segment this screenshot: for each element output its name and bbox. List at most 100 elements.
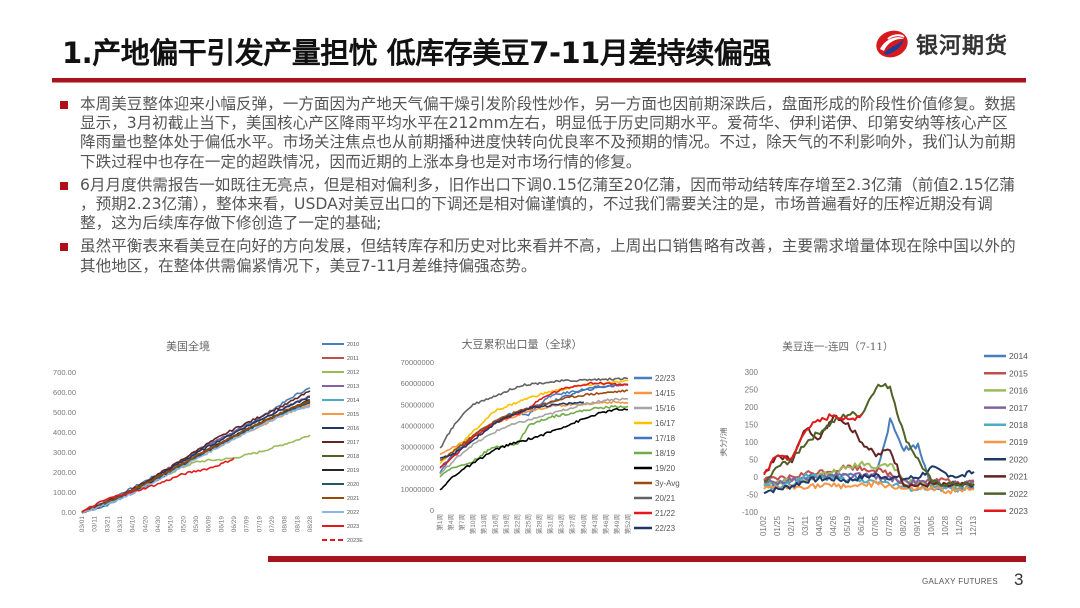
x-tick-label: 07/05 [871, 515, 880, 536]
series-line [439, 397, 629, 475]
chart-title: 美国全境 [166, 339, 210, 353]
series-line [439, 407, 629, 491]
bullet-item: 本周美豆整体迎来小幅反弹，一方面因为产地天气偏干燥引发阶段性炒作，另一方面也因前… [58, 95, 1018, 172]
x-tick-label: 09/12 [913, 515, 922, 536]
x-tick-label: 04/10 [130, 516, 137, 533]
y-tick-label: 50 [749, 456, 758, 465]
legend-label: 2013 [347, 384, 359, 390]
x-tick-label: 05/10 [168, 516, 175, 533]
legend-label: 2017 [1009, 403, 1028, 413]
brand-name: 银河期货 [916, 34, 1009, 59]
series-line [81, 390, 311, 513]
x-tick-label: 10/05 [927, 515, 936, 536]
legend-label: 2019 [347, 468, 359, 474]
y-tick-label: 40000000 [401, 421, 434, 430]
series-line [439, 381, 629, 469]
legend-label: 2017 [347, 440, 359, 446]
legend-label: 2018 [1009, 420, 1028, 430]
x-tick-label: 06/29 [231, 516, 238, 533]
chart-title: 美豆连一-连四（7-11） [782, 340, 893, 353]
legend-label: 2016 [1009, 386, 1028, 396]
y-tick-label: 400.00 [53, 428, 76, 437]
x-tick-label: 06/09 [206, 516, 213, 533]
y-tick-label: -50 [746, 491, 758, 500]
x-tick-label: 01/02 [759, 515, 768, 536]
y-tick-label: 70000000 [401, 358, 434, 367]
legend-label: 2023E [347, 538, 363, 544]
x-tick-label: 第49周 [612, 514, 621, 534]
legend-label: 21/22 [655, 509, 676, 518]
x-tick-label: 02/17 [787, 515, 796, 536]
legend-label: 19/20 [655, 464, 676, 473]
legend-label: 2021 [1009, 472, 1028, 482]
chart-title: 大豆累积出口量（全球） [462, 337, 583, 351]
series-line [81, 405, 311, 513]
galaxy-logo-icon [876, 30, 908, 58]
x-tick-label: 04/30 [155, 516, 162, 533]
x-tick-label: 08/20 [899, 515, 908, 536]
legend-label: 22/23 [655, 524, 676, 533]
legend-label: 2020 [347, 482, 359, 488]
legend-label: 16/17 [655, 419, 676, 428]
series-line [763, 480, 974, 495]
bullet-list: 本周美豆整体迎来小幅反弹，一方面因为产地天气偏干燥引发阶段性炒作，另一方面也因前… [58, 95, 1018, 280]
x-tick-label: 第4周 [446, 514, 455, 531]
y-tick-label: 700.00 [53, 368, 76, 377]
legend-label: 2010 [347, 342, 359, 348]
legend-label: 2014 [1009, 351, 1028, 361]
legend-label: 2012 [347, 370, 359, 376]
series-line [763, 382, 975, 488]
y-tick-label: 30000000 [401, 443, 434, 452]
legend-label: 2021 [347, 496, 359, 502]
x-tick-label: 07/19 [256, 516, 263, 533]
y-tick-label: 300.00 [53, 448, 76, 457]
y-tick-label: 20000000 [401, 464, 434, 473]
y-tick-label: 50000000 [401, 400, 434, 409]
y-tick-label: 0 [430, 506, 434, 515]
x-tick-label: 第43周 [590, 514, 599, 534]
y-axis-label: 美分/蒲 [720, 427, 728, 457]
series-line [763, 465, 975, 495]
x-tick-label: 05/30 [193, 516, 200, 533]
footer-divider [268, 556, 1026, 562]
x-tick-label: 第52周 [623, 514, 632, 534]
x-tick-label: 07/29 [269, 516, 276, 533]
legend-label: 2018 [347, 454, 359, 460]
legend-label: 2023 [347, 524, 359, 530]
series-line [81, 396, 311, 513]
x-tick-label: 10/28 [941, 515, 950, 536]
y-tick-label: 100.00 [53, 488, 76, 497]
legend-label: 2019 [1009, 437, 1028, 447]
x-tick-label: 第37周 [568, 514, 577, 534]
x-tick-label: 04/26 [829, 515, 838, 536]
y-tick-label: 300 [745, 368, 759, 377]
chart-spread-7-11: 美豆连一-连四（7-11） -100 -50 0 50 100 150 200 250 300 美分… [720, 334, 1040, 556]
x-tick-label: 03/11 [92, 516, 99, 532]
x-tick-label: 第1周 [435, 514, 444, 531]
x-tick-label: 08/08 [282, 516, 289, 533]
legend-label: 2022 [347, 510, 359, 516]
y-tick-label: 600.00 [53, 388, 76, 397]
y-tick-label: -100 [742, 508, 759, 517]
chart-global-export: 大豆累积出口量（全球） 0 10000000 20000000 30000000 4000… [372, 334, 702, 556]
y-tick-label: 100 [745, 438, 759, 447]
page-number: 3 [1014, 570, 1024, 589]
legend-label: 2014 [347, 398, 359, 404]
x-tick-label: 11/20 [955, 515, 964, 535]
x-tick-label: 第7周 [457, 514, 466, 531]
x-tick-label: 04/20 [142, 516, 149, 533]
x-tick-label: 第34周 [557, 514, 566, 534]
legend-label: 2016 [347, 426, 359, 432]
legend-label: 18/19 [655, 449, 676, 458]
x-tick-label: 第10周 [468, 514, 477, 534]
y-tick-label: 250 [745, 386, 759, 395]
x-tick-label: 06/11 [857, 515, 866, 535]
y-tick-label: 200 [745, 403, 759, 412]
legend-label: 17/18 [655, 434, 676, 443]
legend-label: 22/23 [655, 374, 676, 383]
x-tick-label: 03/01 [79, 516, 86, 533]
bullet-item: 虽然平衡表来看美豆在向好的方向发展，但结转库存和历史对比来看并不高，上周出口销售… [58, 237, 1018, 275]
x-tick-label: 08/18 [294, 516, 301, 533]
x-tick-label: 08/28 [307, 516, 314, 533]
x-tick-label: 第31周 [546, 514, 555, 534]
